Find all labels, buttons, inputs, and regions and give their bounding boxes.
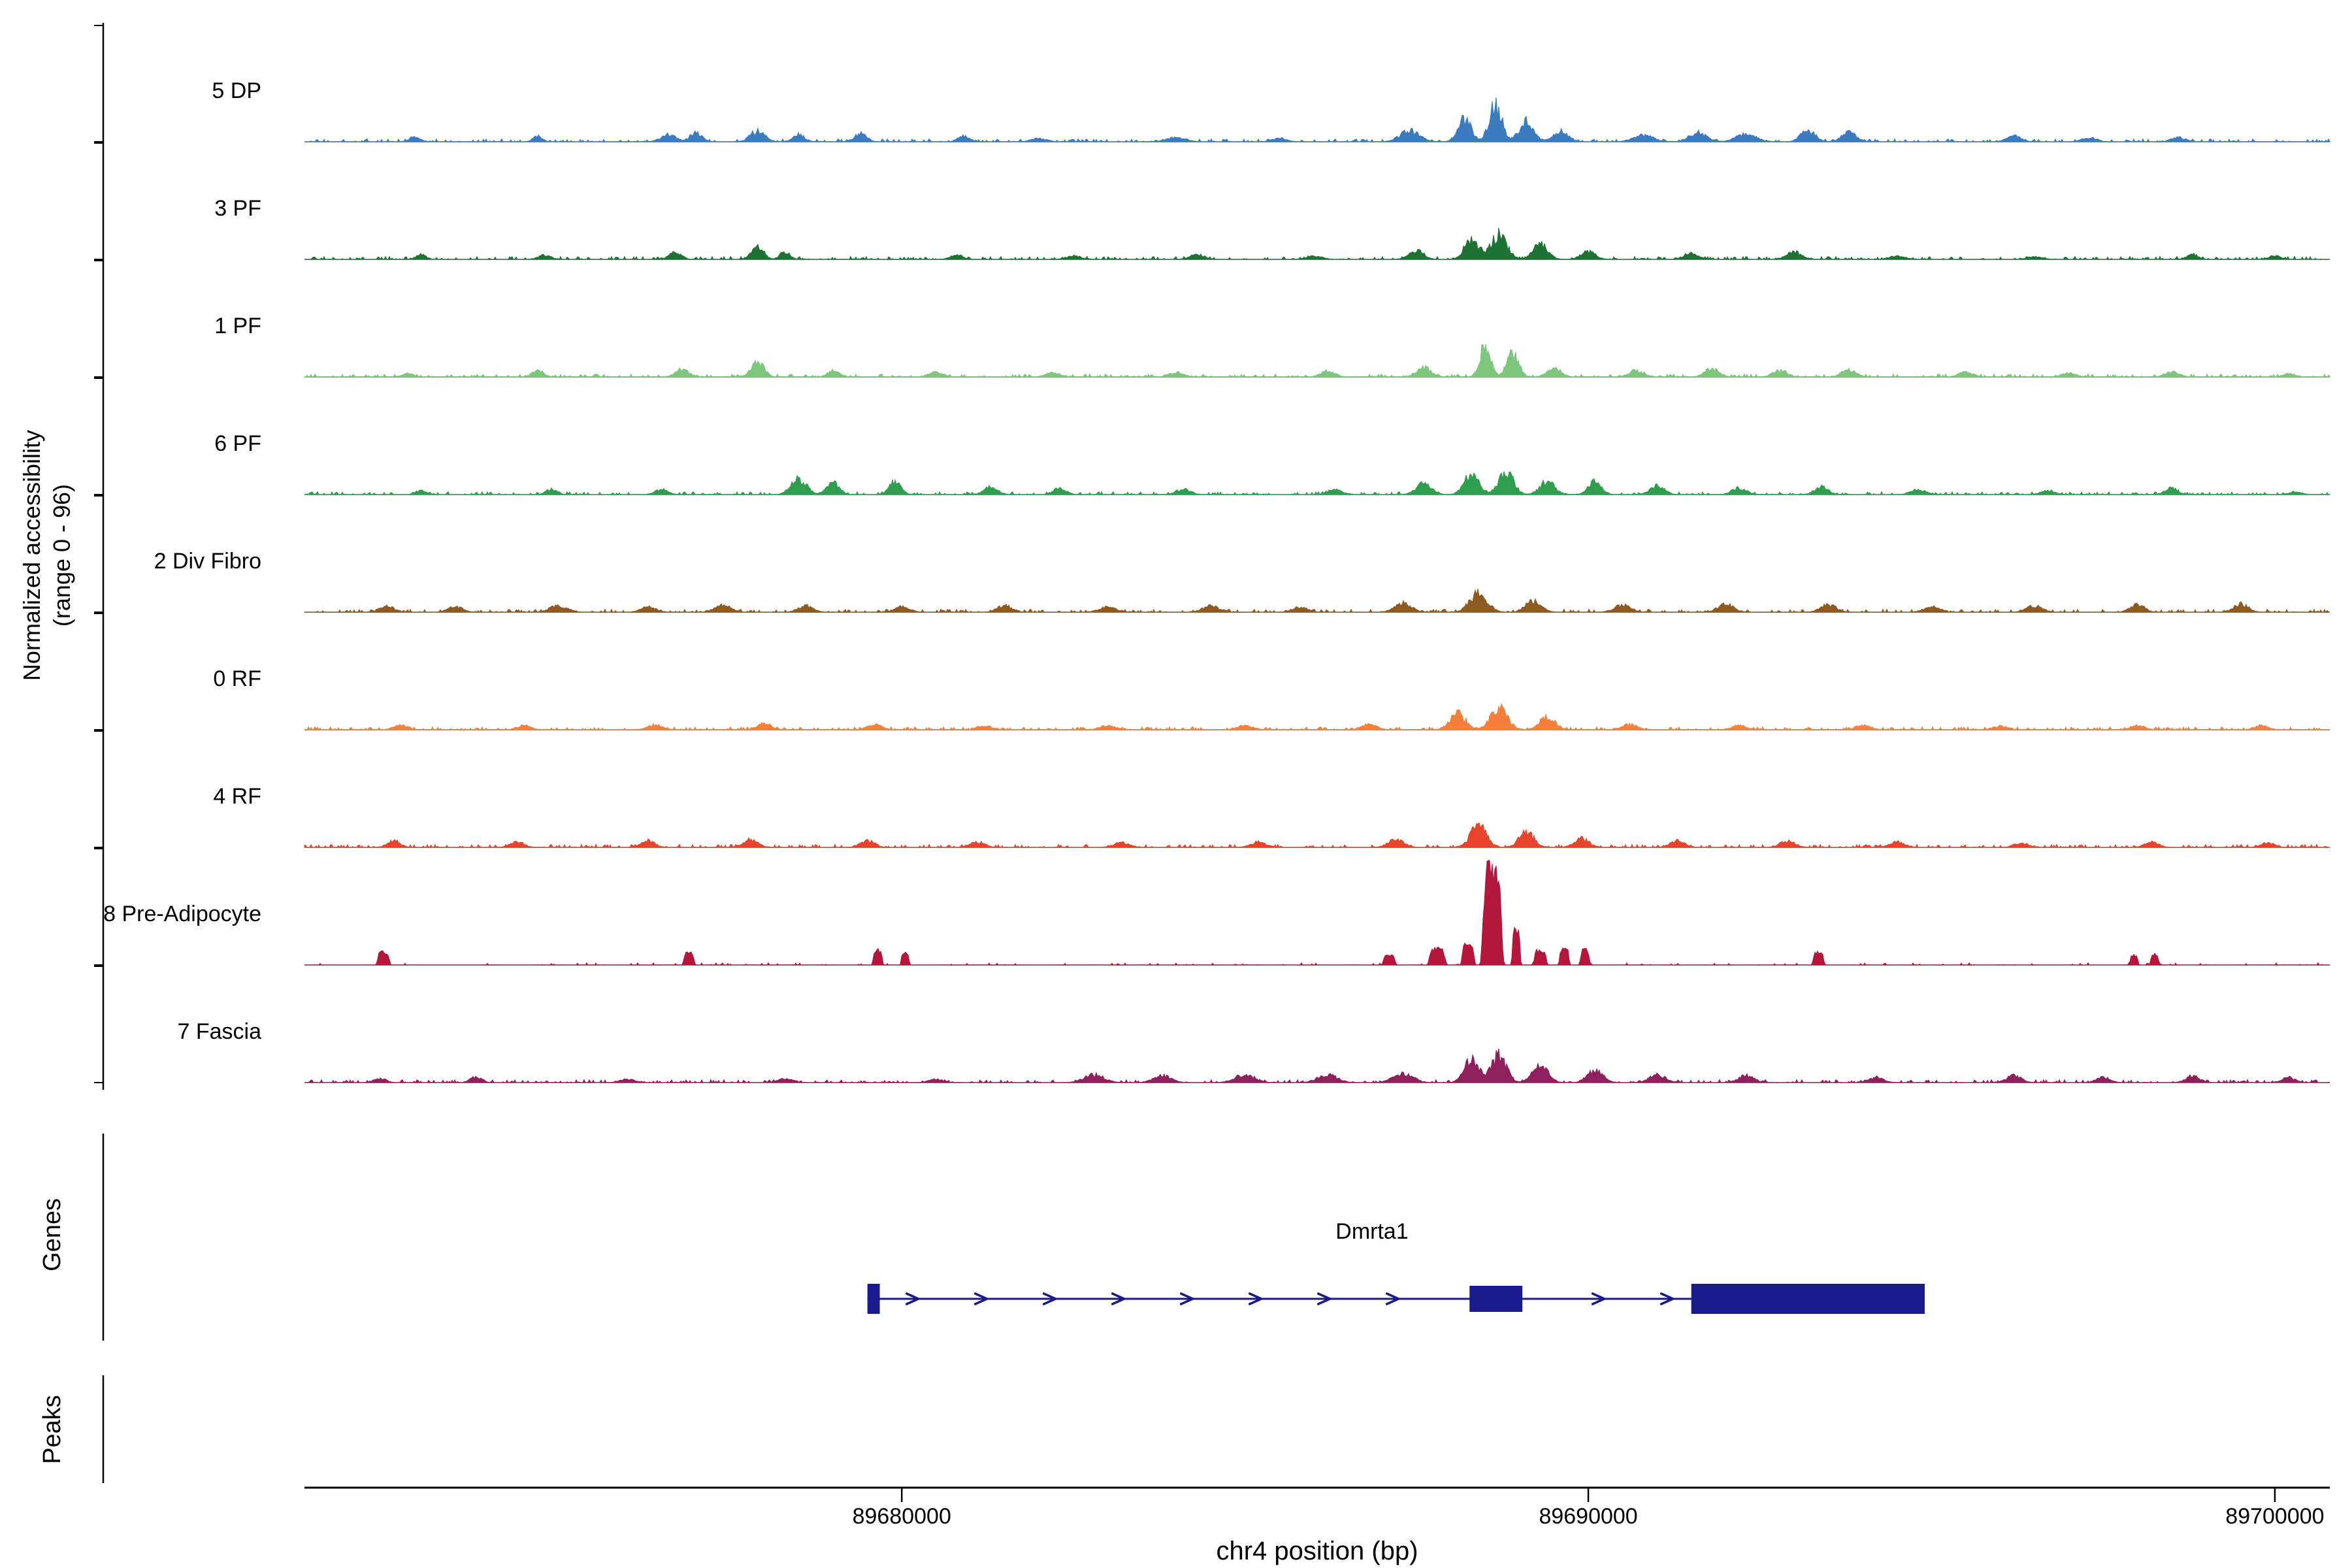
gene-strand-arrow — [905, 1292, 920, 1305]
track-signal-8-pre-adipocyte — [304, 860, 2330, 966]
gene-exon — [1691, 1284, 1925, 1314]
gene-strand-arrow — [1659, 1292, 1674, 1305]
track-signal-3-pf — [304, 227, 2330, 261]
gene-strand-arrow — [1591, 1292, 1606, 1305]
gene-strand-arrow — [1179, 1292, 1194, 1305]
track-signal-1-pf — [304, 344, 2330, 378]
track-signal-7-fascia — [304, 1048, 2330, 1084]
gene-exon — [1469, 1286, 1523, 1312]
gene-strand-arrow — [1111, 1292, 1126, 1305]
gene-strand-arrow — [973, 1292, 988, 1305]
track-signal-4-rf — [304, 822, 2330, 849]
track-signal-6-pf — [304, 471, 2330, 496]
track-signal-0-rf — [304, 702, 2330, 731]
gene-strand-arrow — [1042, 1292, 1057, 1305]
gene-strand-arrow — [1385, 1292, 1400, 1305]
gene-strand-arrow — [1316, 1292, 1331, 1305]
track-signal-5-dp — [304, 97, 2330, 143]
track-signal-2-div-fibro — [304, 588, 2330, 613]
gene-strand-arrow — [1248, 1292, 1263, 1305]
gene-exon — [867, 1284, 880, 1314]
